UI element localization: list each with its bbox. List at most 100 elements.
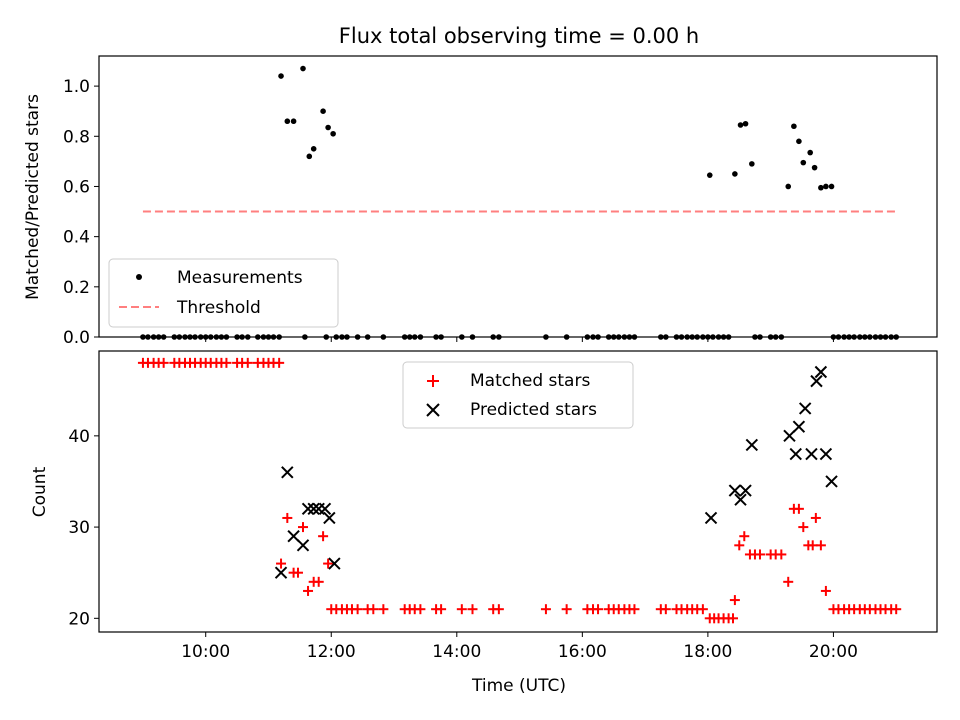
legend-measurements-label: Measurements [177,268,303,288]
measurement-point [278,73,284,79]
predicted-star-point [323,511,336,525]
matched-star-point [561,604,572,615]
y-tick-label: 0.8 [63,127,90,147]
predicted-star-point [318,502,332,516]
y-tick-label: 40 [68,427,90,447]
matched-star-point [540,604,551,615]
measurement-point [818,184,824,191]
count-x-ticks: 10:00 12:00 14:00 16:00 18:00 20:00 [181,632,858,662]
matched-star-point [467,604,478,615]
measurement-point [742,120,749,127]
count-y-ticks: 20 30 40 [68,427,99,629]
matched-star-point [282,512,293,523]
legend-matched-label: Matched stars [470,371,590,391]
measurement-point [800,159,807,166]
matched-star-point [456,604,467,615]
ratio-legend: Measurements Threshold [108,258,339,328]
x-tick-label: 18:00 [683,642,732,662]
matched-star-point [313,576,324,587]
measurement-point [706,172,713,178]
measurement-point [320,108,326,114]
y-tick-label: 0.6 [63,177,90,197]
legend-measurements-marker [136,274,142,280]
count-y-axis-label: Count [30,466,50,517]
matched-star-point [352,604,363,615]
matched-star-point [493,604,504,615]
predicted-star-point [307,502,320,516]
y-tick-label: 20 [68,609,90,629]
x-tick-label: 10:00 [181,642,230,662]
ratio-y-axis-label: Matched/Predicted stars [23,94,43,300]
matched-star-point [242,357,253,368]
legend-predicted-label: Predicted stars [470,400,597,420]
predicted-star-point [745,438,759,452]
matched-star-point [415,604,426,615]
measurement-point [310,146,317,152]
measurement-point [807,149,814,156]
matched-star-point [276,558,287,569]
y-tick-label: 0.0 [63,328,90,348]
count-marks [137,357,902,624]
ratio-axes-frame [98,55,938,338]
y-tick-label: 30 [68,518,90,538]
matched-star-point [793,503,804,514]
predicted-star-point [798,402,812,415]
measurement-point [785,183,792,190]
predicted-star-point [814,365,828,379]
count-axes-frame [98,350,938,633]
predicted-star-point [805,447,818,461]
predicted-star-point [728,484,742,497]
matched-star-point [729,595,740,606]
matched-star-point [629,604,640,615]
matched-star-point [318,531,329,542]
measurement-point [306,153,313,160]
count-legend: Matched stars Predicted stars [402,361,634,429]
matched-star-point [323,558,334,569]
matched-star-point [739,531,750,542]
count-panel: 20 30 40 10:00 12:00 14:00 16:00 18:00 20:00 Co… [30,350,938,696]
measurement-point [737,122,744,128]
ratio-legend-box [108,258,339,328]
predicted-star-point [328,557,341,570]
legend-matched-marker [427,375,439,387]
measurement-point [828,183,835,190]
matched-star-point [820,585,831,596]
y-tick-label: 0.4 [63,228,90,248]
chart-title: Flux total observing time = 0.00 h [339,24,699,48]
count-legend-box [402,361,634,429]
predicted-star-point [789,447,802,461]
measurement-point [823,183,829,190]
matched-star-point [593,604,604,615]
predicted-star-point [783,429,796,443]
matched-star-point [891,604,902,615]
predicted-star-point [739,484,752,497]
y-tick-label: 0.2 [63,278,90,298]
measurement-point [330,130,336,137]
measurement-point [749,161,755,167]
legend-threshold-label: Threshold [176,298,261,318]
matched-star-point [754,549,765,560]
matched-star-point [783,576,794,587]
measurement-point [796,138,802,145]
matched-star-point [815,540,826,551]
predicted-star-point [819,447,833,461]
matched-star-point [221,357,232,368]
predicted-star-point [274,566,288,579]
measurement-point [290,118,297,125]
measurement-point [300,65,306,72]
matched-star-point [727,613,738,624]
predicted-star-point [281,466,294,479]
predicted-star-point [810,374,823,388]
x-tick-label: 20:00 [809,642,858,662]
predicted-star-point [704,511,718,525]
matched-star-point [798,522,809,533]
matched-star-point [368,604,379,615]
measurement-point [811,164,818,171]
predicted-star-point [734,493,747,506]
matched-star-point [292,567,303,578]
matched-star-point [776,549,787,560]
matched-star-point [158,357,169,368]
matched-star-point [274,357,285,368]
